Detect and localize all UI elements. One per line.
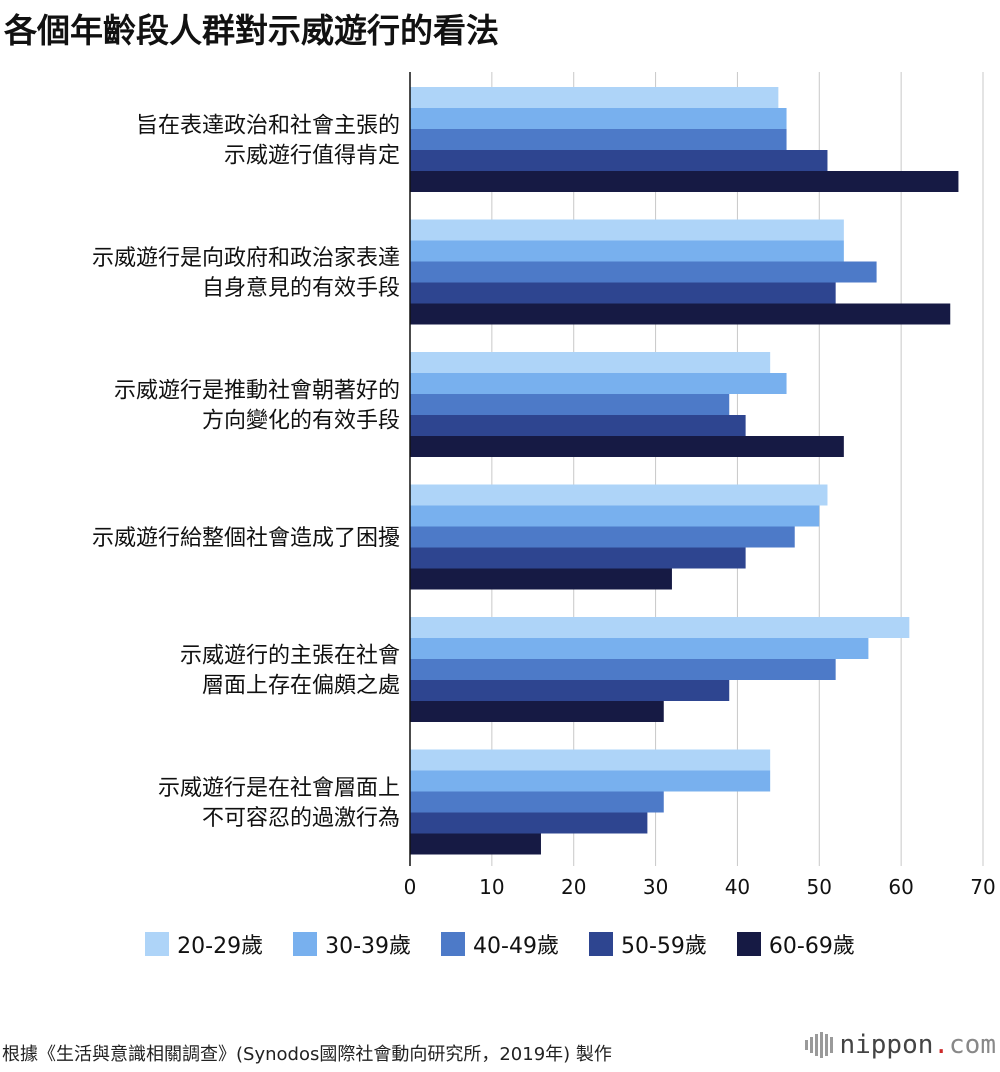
legend-item-40-49歲: 40-49歲 — [441, 928, 559, 960]
category-label-2: 示威遊行是向政府和政治家表達自身意見的有效手段 — [92, 246, 400, 301]
source-note: 根據《生活與意識相關調查》(Synodos國際社會動向研究所，2019年) 製作 — [2, 1044, 612, 1065]
chart-title: 各個年齡段人群對示威遊行的看法 — [4, 11, 499, 50]
bar-cat6-20-29歲 — [410, 749, 771, 771]
bar-cat4-40-49歲 — [410, 526, 795, 548]
bar-cat1-50-59歲 — [410, 150, 828, 171]
nippon-logo: nippon.com — [805, 1030, 996, 1060]
bar-cat6-30-39歲 — [410, 770, 771, 792]
legend-label: 40-49歲 — [473, 934, 559, 959]
bar-cat3-30-39歲 — [410, 373, 787, 394]
legend-swatch — [736, 932, 761, 956]
legend-swatch — [441, 932, 466, 956]
tick-label-0: 0 — [404, 875, 417, 899]
bar-cat1-60-69歲 — [410, 171, 959, 192]
bar-cat5-40-49歲 — [410, 659, 836, 680]
bar-cat2-30-39歲 — [410, 240, 844, 262]
tick-label-20: 20 — [561, 875, 586, 899]
tick-label-60: 60 — [888, 875, 913, 899]
bar-cat1-20-29歲 — [410, 87, 779, 108]
bar-cat3-50-59歲 — [410, 415, 746, 436]
bar-cat6-40-49歲 — [410, 791, 664, 813]
legend-label: 20-29歲 — [177, 934, 264, 959]
legend-swatch — [145, 932, 170, 956]
bar-cat5-20-29歲 — [410, 617, 910, 638]
tick-label-70: 70 — [970, 875, 995, 899]
tick-label-40: 40 — [725, 875, 750, 899]
bar-cat3-20-29歲 — [410, 352, 771, 373]
bar-cat2-50-59歲 — [410, 282, 836, 304]
bar-cat5-30-39歲 — [410, 638, 869, 659]
bar-cat6-60-69歲 — [410, 833, 541, 855]
bar-cat1-30-39歲 — [410, 108, 787, 129]
bar-cat4-50-59歲 — [410, 547, 746, 569]
bar-cat4-30-39歲 — [410, 505, 820, 527]
grid-lines — [491, 72, 984, 866]
bar-cat5-60-69歲 — [410, 701, 664, 722]
legend-swatch — [588, 932, 613, 956]
legend-item-50-59歲: 50-59歲 — [588, 928, 707, 960]
bar-cat6-50-59歲 — [410, 812, 648, 834]
legend-label: 50-59歲 — [620, 934, 707, 959]
bar-cat2-20-29歲 — [410, 219, 844, 241]
category-label-5: 示威遊行的主張在社會層面上存在偏頗之處 — [180, 644, 400, 699]
bar-cat1-40-49歲 — [410, 129, 787, 150]
category-labels: 旨在表達政治和社會主張的示威遊行值得肯定示威遊行是向政府和政治家表達自身意見的有… — [92, 114, 400, 832]
nippon-logo-text: nippon.com — [839, 1030, 996, 1060]
legend-item-30-39歲: 30-39歲 — [293, 928, 411, 960]
bar-cat2-40-49歲 — [410, 261, 877, 283]
bar-group — [410, 87, 959, 855]
legend: 20-29歲 30-39歲 40-49歲 50-59歲 60-69歲 — [0, 928, 1000, 960]
tick-label-30: 30 — [643, 875, 668, 899]
bar-cat4-20-29歲 — [410, 484, 828, 506]
legend-swatch — [293, 932, 318, 956]
tick-labels: 0 10 20 30 40 50 60 70 — [404, 875, 996, 899]
category-label-6: 示威遊行是在社會層面上不可容忍的過激行為 — [158, 776, 400, 831]
bar-cat3-60-69歲 — [410, 436, 844, 457]
legend-item-20-29歲: 20-29歲 — [145, 928, 263, 960]
nippon-logo-icon — [805, 1032, 834, 1058]
legend-label: 60-69歲 — [768, 934, 855, 959]
bar-cat4-60-69歲 — [410, 568, 672, 590]
tick-label-50: 50 — [807, 875, 832, 899]
category-label-1: 旨在表達政治和社會主張的示威遊行值得肯定 — [136, 114, 400, 169]
bar-cat3-40-49歲 — [410, 394, 730, 415]
tick-label-10: 10 — [479, 875, 504, 899]
bar-cat2-60-69歲 — [410, 303, 951, 325]
category-label-4: 示威遊行給整個社會造成了困擾 — [92, 526, 400, 551]
bar-cat5-50-59歲 — [410, 680, 730, 701]
category-label-3: 示威遊行是推動社會朝著好的方向變化的有效手段 — [114, 379, 400, 434]
legend-item-60-69歲: 60-69歲 — [736, 928, 855, 960]
legend-label: 30-39歲 — [325, 934, 412, 959]
bar-chart: 旨在表達政治和社會主張的示威遊行值得肯定示威遊行是向政府和政治家表達自身意見的有… — [92, 72, 996, 899]
